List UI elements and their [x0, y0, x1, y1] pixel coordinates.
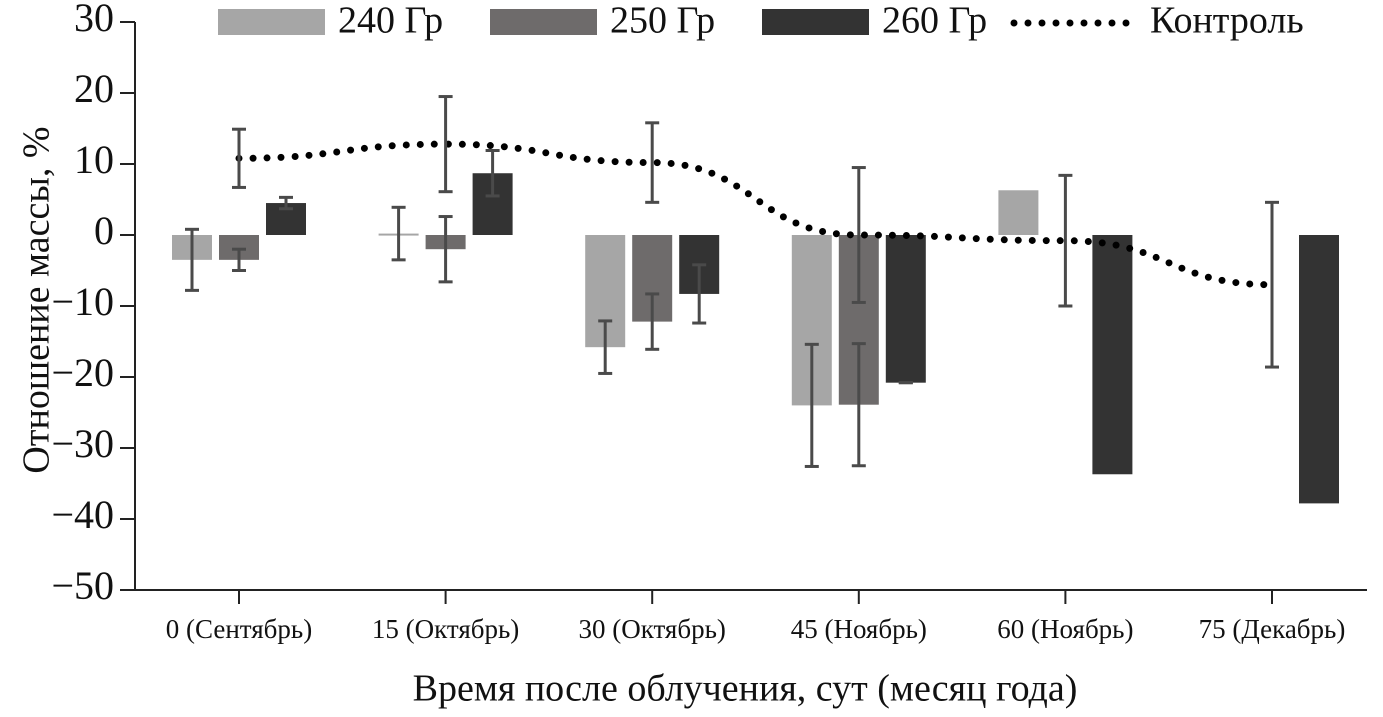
x-axis-label: Время после облучения, сут (месяц года) [413, 668, 1078, 710]
error-bar [232, 127, 246, 189]
x-tick-label: 15 (Октябрь) [372, 614, 519, 644]
bar [998, 190, 1039, 235]
error-bar [598, 319, 613, 375]
legend-swatch [218, 9, 325, 35]
error-bar [485, 149, 500, 198]
y-tick-label: −20 [51, 350, 114, 395]
y-tick-label: 0 [94, 208, 114, 253]
error-bar [1058, 173, 1073, 308]
error-bar [645, 121, 660, 204]
error-bar [692, 263, 707, 325]
bar [1092, 235, 1133, 475]
error-bar [645, 292, 660, 351]
legend-label: 240 Гр [338, 0, 443, 42]
y-tick-label: −10 [51, 279, 114, 324]
error-bar [851, 166, 866, 304]
y-tick-label: −40 [51, 492, 114, 537]
x-tick-label: 0 (Сентябрь) [166, 614, 312, 644]
error-bar [1265, 200, 1279, 369]
x-tick-label: 60 (Ноябрь) [997, 614, 1133, 644]
error-bar [804, 342, 819, 468]
x-tick-label: 30 (Октябрь) [578, 614, 725, 644]
y-tick-label: −50 [51, 563, 114, 608]
legend-swatch [490, 9, 597, 35]
y-tick-label: 20 [74, 66, 114, 111]
error-bar [232, 247, 246, 272]
bar [1299, 235, 1339, 504]
legend-label: Контроль [1150, 0, 1304, 42]
x-tick-label: 75 (Декабрь) [1199, 614, 1346, 644]
control-line [235, 140, 1276, 289]
bar [885, 235, 926, 383]
error-bar [279, 195, 293, 211]
error-bar [438, 95, 453, 194]
y-tick-label: 10 [74, 137, 114, 182]
error-bar [438, 215, 453, 284]
legend-label: 260 Гр [882, 0, 987, 42]
y-tick-label: −30 [51, 421, 114, 466]
y-axis-label: Отношение массы, % [16, 126, 58, 473]
x-tick-label: 45 (Ноябрь) [791, 614, 927, 644]
error-bar [851, 342, 866, 468]
y-tick-label: 30 [74, 0, 114, 40]
legend-swatch [762, 9, 869, 35]
legend-label: 250 Гр [610, 0, 715, 42]
error-bar [391, 205, 406, 262]
error-bar [185, 227, 199, 292]
